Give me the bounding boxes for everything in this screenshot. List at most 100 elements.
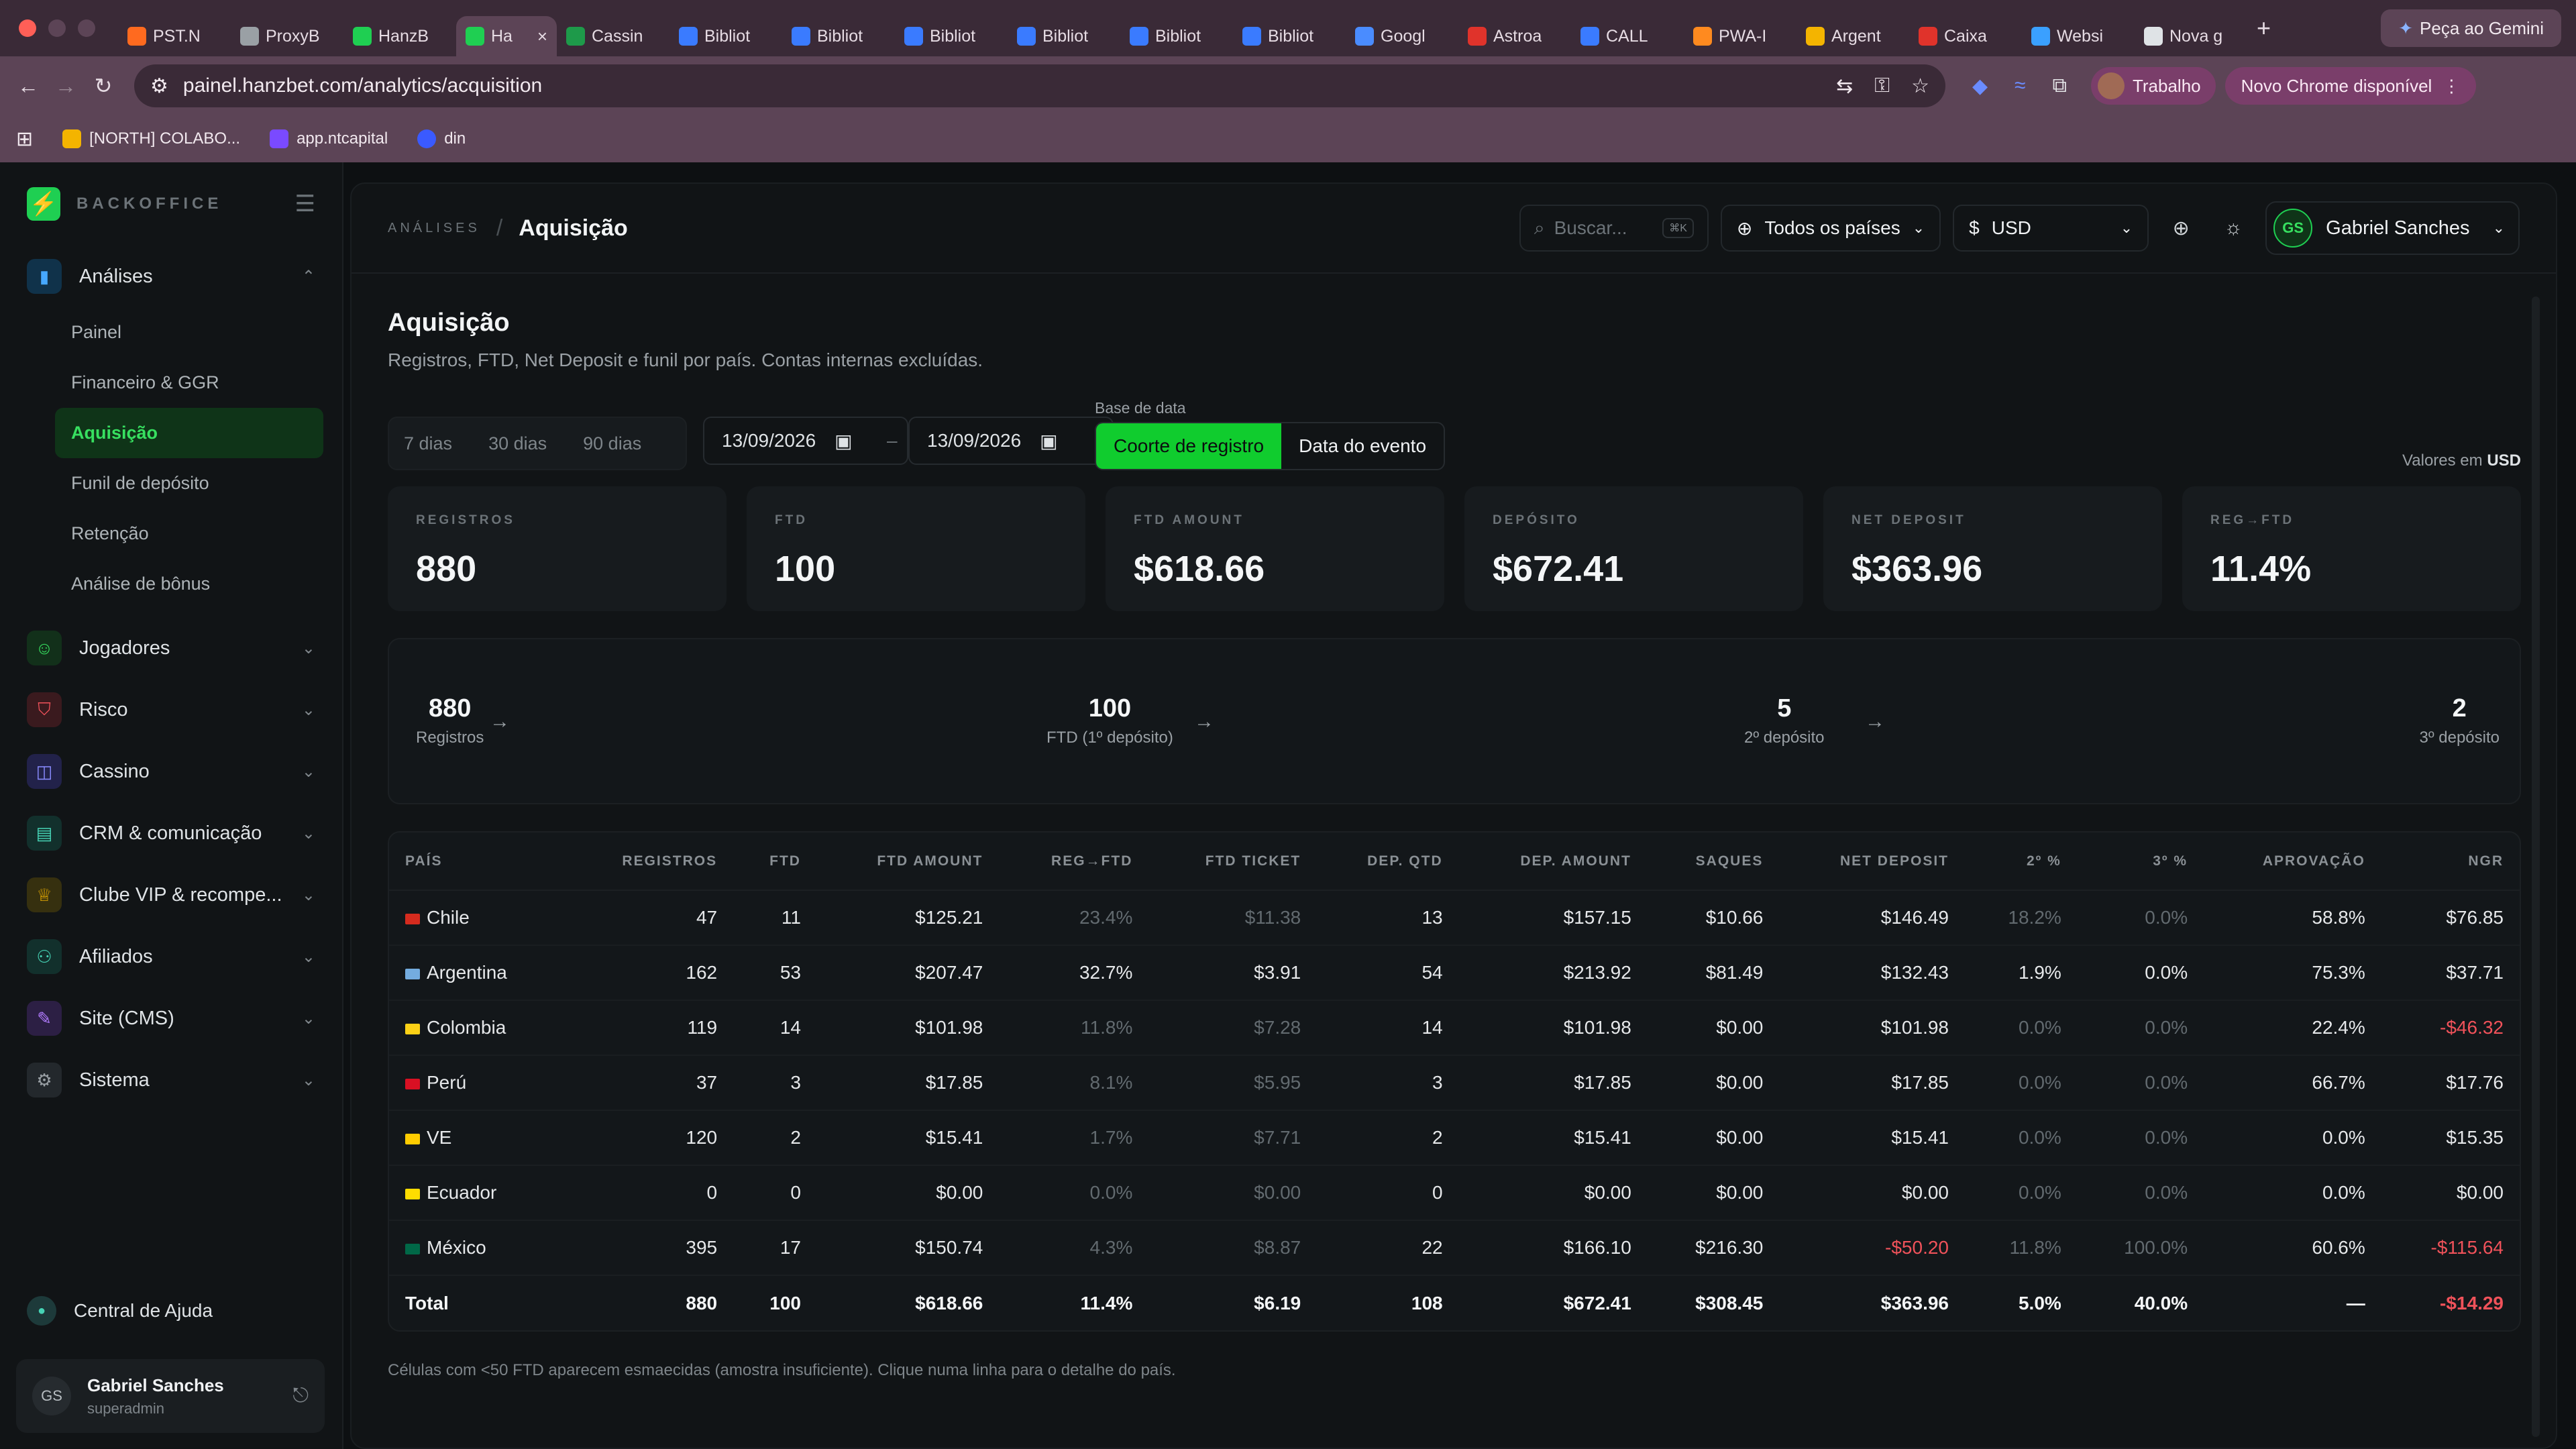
browser-tab[interactable]: CALL <box>1571 16 1684 56</box>
currency-select[interactable]: $ USD ⌄ <box>1953 205 2149 252</box>
bookmark-item[interactable]: din <box>417 129 466 148</box>
range-30d-button[interactable]: 30 dias <box>488 433 547 453</box>
collapse-sidebar-icon[interactable]: ☰ <box>294 191 315 217</box>
password-key-icon[interactable]: ⚿ <box>1874 74 1890 97</box>
tab-favicon-icon <box>1017 27 1036 46</box>
column-header[interactable]: REGISTROS <box>566 833 734 891</box>
extension-tag-icon[interactable]: ◆ <box>1972 74 1988 97</box>
user-card[interactable]: GS Gabriel Sanches superadmin ⎋ <box>16 1359 325 1433</box>
browser-tab[interactable]: Cassin <box>557 16 669 56</box>
table-row[interactable]: Perú 37 3 $17.85 8.1% $5.95 3 $17.85 $0.00 $17.85… <box>389 1055 2520 1111</box>
browser-tab[interactable]: Bibliot <box>1008 16 1120 56</box>
date-to-input[interactable]: 13/09/2026 ▣ <box>908 417 1114 465</box>
column-header[interactable]: NGR <box>2381 833 2520 891</box>
table-row[interactable]: Argentina 162 53 $207.47 32.7% $3.91 54 $213.92… <box>389 945 2520 1001</box>
browser-tab[interactable]: Googl <box>1346 16 1458 56</box>
sidebar-subitem[interactable]: Financeiro & GGR <box>71 372 219 392</box>
close-tab-icon[interactable]: × <box>537 25 547 46</box>
column-header[interactable]: NET DEPOSIT <box>1779 833 1965 891</box>
chrome-update-button[interactable]: Novo Chrome disponível ⋮ <box>2224 67 2477 105</box>
range-90d-button[interactable]: 90 dias <box>583 433 642 453</box>
table-row[interactable]: Colombia 119 14 $101.98 11.8% $7.28 14 $101.98 $… <box>389 1000 2520 1056</box>
browser-tab[interactable]: HanzB <box>343 16 456 56</box>
back-icon[interactable]: ← <box>17 73 39 98</box>
address-bar[interactable]: ⚙ painel.hanzbet.com/analytics/acquisiti… <box>134 64 1945 107</box>
bookmark-label: app.ntcapital <box>297 129 388 148</box>
browser-tab[interactable]: Websi <box>2022 16 2135 56</box>
sidebar-subitem[interactable]: Análise de bônus <box>71 574 211 594</box>
browser-tab[interactable]: Argent <box>1796 16 1909 56</box>
sidebar-item[interactable]: ♕ Clube VIP & recompe... ⌄ <box>0 864 342 926</box>
sidebar-item[interactable]: ▤ CRM & comunicação ⌄ <box>0 802 342 864</box>
column-header[interactable]: FTD AMOUNT <box>816 833 1000 891</box>
profile-button[interactable]: Trabalho <box>2090 67 2216 105</box>
logout-icon[interactable]: ⎋ <box>292 1385 309 1407</box>
column-header[interactable]: FTD <box>733 833 817 891</box>
sidebar-subitem[interactable]: Painel <box>71 322 122 342</box>
browser-tab[interactable]: PWA-I <box>1684 16 1796 56</box>
table-row[interactable]: Ecuador 0 0 $0.00 0.0% $0.00 0 $0.00 $0.00 $0.00 0… <box>389 1165 2520 1221</box>
sidebar-subitem[interactable]: Funil de depósito <box>71 473 209 493</box>
registration-cohort-button[interactable]: Coorte de registro <box>1096 423 1282 469</box>
bookmark-item[interactable]: app.ntcapital <box>270 129 388 148</box>
range-7d-button[interactable]: 7 dias <box>404 433 453 453</box>
sidebar-subitem[interactable]: Aquisição <box>55 408 323 458</box>
translate-icon[interactable]: ⇆ <box>1836 74 1854 97</box>
column-header[interactable]: APROVAÇÃO <box>2204 833 2381 891</box>
browser-tab[interactable]: Caixa <box>1909 16 2022 56</box>
browser-tab[interactable]: Bibliot <box>1233 16 1346 56</box>
sidebar-subitem[interactable]: Retenção <box>71 523 149 543</box>
gemini-button[interactable]: ✦ Peça ao Gemini <box>2381 9 2561 47</box>
column-header[interactable]: 3º % <box>2077 833 2204 891</box>
date-from-input[interactable]: 13/09/2026 ▣ <box>703 417 908 465</box>
browser-tab[interactable]: ProxyB <box>231 16 343 56</box>
column-header[interactable]: PAÍS <box>389 833 566 891</box>
table-row[interactable]: Chile 47 11 $125.21 23.4% $11.38 13 $157.15 $10.… <box>389 890 2520 946</box>
forward-icon[interactable]: → <box>55 73 76 98</box>
column-header[interactable]: REG→FTD <box>999 833 1149 891</box>
column-header[interactable]: 2º % <box>1965 833 2078 891</box>
country-select[interactable]: ⊕ Todos os países ⌄ <box>1720 205 1941 252</box>
site-info-icon[interactable]: ⚙ <box>150 74 168 97</box>
sidebar-item[interactable]: ⛉ Risco ⌄ <box>0 679 342 741</box>
language-globe-icon[interactable]: ⊕ <box>2172 217 2190 239</box>
table-row[interactable]: México 395 17 $150.74 4.3% $8.87 22 $166.10 $216… <box>389 1220 2520 1276</box>
event-date-button[interactable]: Data do evento <box>1299 435 1427 456</box>
sidebar-item[interactable]: ☺ Jogadores ⌄ <box>0 617 342 679</box>
sidebar-item-analises[interactable]: ▮ Análises ⌃ <box>0 246 342 307</box>
browser-tab[interactable]: PST.N <box>118 16 231 56</box>
browser-tab[interactable]: Bibliot <box>1120 16 1233 56</box>
browser-tab[interactable]: Bibliot <box>895 16 1008 56</box>
bookmark-item[interactable]: [NORTH] COLABO... <box>62 129 240 148</box>
column-header[interactable]: FTD TICKET <box>1148 833 1318 891</box>
new-tab-button[interactable]: + <box>2257 14 2271 42</box>
maximize-window-button[interactable] <box>78 19 95 37</box>
column-header[interactable]: DEP. AMOUNT <box>1458 833 1648 891</box>
column-header[interactable]: DEP. QTD <box>1317 833 1459 891</box>
close-window-button[interactable] <box>19 19 36 37</box>
browser-tab[interactable]: Bibliot <box>782 16 895 56</box>
extensions-puzzle-icon[interactable]: ⧉ <box>2052 74 2067 97</box>
user-menu-button[interactable]: GS Gabriel Sanches ⌄ <box>2265 201 2520 255</box>
search-input[interactable]: ⌕ Buscar... ⌘K <box>1519 205 1709 252</box>
sidebar-item[interactable]: ◫ Cassino ⌄ <box>0 741 342 802</box>
browser-tab[interactable]: Nova g <box>2135 16 2247 56</box>
help-center-link[interactable]: ● Central de Ajuda <box>27 1296 213 1326</box>
browser-tab[interactable]: Astroa <box>1458 16 1571 56</box>
table-row[interactable]: VE 120 2 $15.41 1.7% $7.71 2 $15.41 $0.00 $15.41 0… <box>389 1110 2520 1166</box>
theme-sun-icon[interactable]: ☼ <box>2224 217 2243 239</box>
sidebar-item[interactable]: ✎ Site (CMS) ⌄ <box>0 987 342 1049</box>
extension-wave-icon[interactable]: ≈ <box>2015 74 2026 97</box>
breadcrumb-parent[interactable]: ANÁLISES <box>388 220 480 235</box>
bookmark-star-icon[interactable]: ☆ <box>1911 74 1929 97</box>
reload-icon[interactable]: ↻ <box>94 74 113 98</box>
apps-grid-icon[interactable]: ⊞ <box>16 127 34 150</box>
minimize-window-button[interactable] <box>48 19 66 37</box>
sidebar-item[interactable]: ⚙ Sistema ⌄ <box>0 1049 342 1111</box>
browser-tab[interactable]: Ha × <box>456 16 557 56</box>
sidebar-item[interactable]: ⚇ Afiliados ⌄ <box>0 926 342 987</box>
shield-icon: ⛉ <box>27 692 62 727</box>
browser-tab[interactable]: Bibliot <box>669 16 782 56</box>
scrollbar[interactable] <box>2532 297 2540 1437</box>
column-header[interactable]: SAQUES <box>1647 833 1780 891</box>
